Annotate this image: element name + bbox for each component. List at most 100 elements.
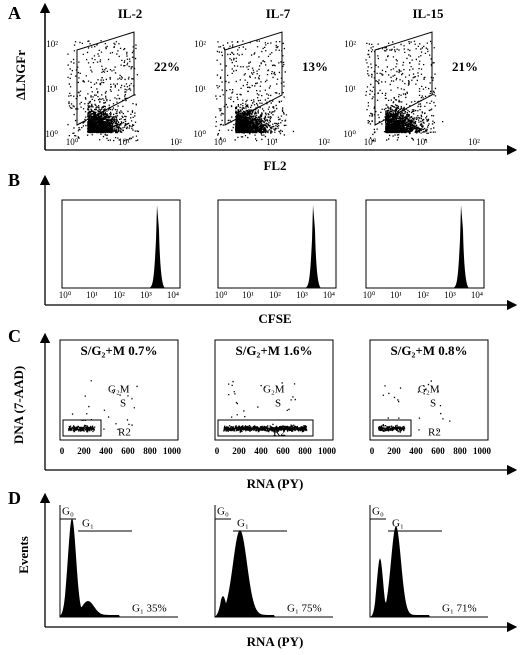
x-tick-label: 10² bbox=[468, 137, 480, 147]
region-label: S bbox=[275, 398, 281, 410]
x-tick-label: 800 bbox=[143, 446, 157, 456]
x-tick-label: 10¹ bbox=[86, 290, 98, 300]
x-tick-label: 10⁴ bbox=[471, 290, 483, 300]
gate bbox=[224, 31, 283, 126]
gate-percent: 13% bbox=[302, 59, 328, 74]
y-tick-label: 10⁰ bbox=[193, 129, 206, 139]
x-tick-label: 400 bbox=[409, 446, 423, 456]
event-dots bbox=[365, 40, 444, 142]
event-dots bbox=[223, 380, 308, 433]
panel-letter: C bbox=[8, 326, 21, 346]
y-tick-label: 10¹ bbox=[194, 84, 206, 94]
y-tick-label: 10⁰ bbox=[45, 129, 58, 139]
event-dots bbox=[67, 40, 140, 142]
g1-label: G₁ bbox=[82, 518, 94, 530]
x-tick-label: 10¹ bbox=[416, 137, 428, 147]
plot-title: S/G₂+M 0.7% bbox=[80, 343, 157, 358]
region-label: G₂M bbox=[263, 384, 285, 396]
y-tick-label: 10² bbox=[46, 39, 58, 49]
gate bbox=[374, 31, 433, 126]
region-label: S bbox=[120, 398, 126, 410]
g0-label: G₀ bbox=[62, 506, 74, 518]
g1-fraction: G₁ 71% bbox=[442, 603, 477, 615]
y-tick-label: 10¹ bbox=[46, 84, 58, 94]
y-tick-label: 10² bbox=[194, 39, 206, 49]
histogram bbox=[305, 205, 321, 288]
x-tick-label: 10⁰ bbox=[364, 137, 377, 147]
plot-title: S/G₂+M 0.8% bbox=[390, 343, 467, 358]
plot-frame bbox=[369, 339, 489, 441]
x-tick-label: 10¹ bbox=[390, 290, 402, 300]
g0-label: G₀ bbox=[372, 506, 384, 518]
panel-letter: B bbox=[8, 170, 20, 190]
region-label: R2 bbox=[118, 427, 131, 439]
g1-fraction: G₁ 75% bbox=[287, 603, 322, 615]
x-tick-label: 10³ bbox=[444, 290, 456, 300]
x-tick-label: 10⁰ bbox=[66, 137, 79, 147]
x-tick-label: 1000 bbox=[163, 446, 182, 456]
x-tick-label: 10² bbox=[417, 290, 429, 300]
x-axis-label: RNA (PY) bbox=[247, 634, 304, 649]
x-axis-label: FL2 bbox=[263, 158, 286, 173]
histogram bbox=[370, 526, 440, 617]
plot-frame bbox=[214, 339, 334, 441]
g1-fraction: G₁ 35% bbox=[132, 603, 167, 615]
x-tick-label: 800 bbox=[453, 446, 467, 456]
event-dots bbox=[378, 380, 451, 433]
x-tick-label: 400 bbox=[254, 446, 268, 456]
event-dots bbox=[68, 380, 138, 433]
region-label: S bbox=[430, 398, 436, 410]
x-tick-label: 1000 bbox=[318, 446, 337, 456]
gate-percent: 21% bbox=[452, 59, 478, 74]
plot-frame bbox=[61, 199, 181, 289]
x-tick-label: 10² bbox=[269, 290, 281, 300]
x-tick-label: 600 bbox=[121, 446, 135, 456]
x-axis-label: CFSE bbox=[258, 311, 291, 326]
plot-frame bbox=[59, 339, 179, 441]
x-tick-label: 10² bbox=[170, 137, 182, 147]
x-tick-label: 10⁴ bbox=[323, 290, 335, 300]
region-label: G₂M bbox=[418, 384, 440, 396]
plot-title: IL-15 bbox=[412, 6, 444, 21]
gate bbox=[372, 419, 412, 437]
plot-frame bbox=[365, 199, 485, 289]
x-tick-label: 10⁴ bbox=[167, 290, 179, 300]
plot-frame bbox=[217, 199, 337, 289]
event-dots bbox=[215, 40, 295, 142]
x-tick-label: 800 bbox=[298, 446, 312, 456]
y-tick-label: 10¹ bbox=[344, 84, 356, 94]
region-label: G₂M bbox=[108, 384, 130, 396]
panel-letter: D bbox=[8, 488, 21, 508]
histogram bbox=[215, 530, 285, 617]
x-tick-label: 10³ bbox=[296, 290, 308, 300]
x-tick-label: 400 bbox=[99, 446, 113, 456]
histogram bbox=[453, 205, 469, 288]
plot-title: IL-2 bbox=[118, 6, 143, 21]
region-label: R2 bbox=[428, 427, 441, 439]
x-tick-label: 10⁰ bbox=[363, 290, 376, 300]
x-axis-label: RNA (PY) bbox=[247, 476, 304, 491]
axes-frame bbox=[39, 2, 512, 633]
x-tick-label: 200 bbox=[232, 446, 246, 456]
g1-label: G₁ bbox=[392, 518, 404, 530]
g0-label: G₀ bbox=[217, 506, 229, 518]
x-tick-label: 0 bbox=[60, 446, 65, 456]
x-tick-label: 10¹ bbox=[266, 137, 278, 147]
x-tick-label: 600 bbox=[431, 446, 445, 456]
x-tick-label: 1000 bbox=[473, 446, 492, 456]
y-axis-label: DNA (7-AAD) bbox=[11, 366, 26, 444]
plot-title: IL-7 bbox=[266, 6, 291, 21]
histogram bbox=[60, 518, 130, 617]
y-tick-label: 10⁰ bbox=[343, 129, 356, 139]
x-tick-label: 0 bbox=[215, 446, 220, 456]
histogram bbox=[149, 205, 165, 288]
x-tick-label: 10⁰ bbox=[214, 137, 227, 147]
x-tick-label: 10³ bbox=[140, 290, 152, 300]
x-tick-label: 10⁰ bbox=[215, 290, 228, 300]
gate-percent: 22% bbox=[154, 59, 180, 74]
x-tick-label: 10² bbox=[318, 137, 330, 147]
plot-title: S/G₂+M 1.6% bbox=[235, 343, 312, 358]
y-axis-label: ΔLNGFr bbox=[13, 50, 28, 100]
x-tick-label: 200 bbox=[387, 446, 401, 456]
